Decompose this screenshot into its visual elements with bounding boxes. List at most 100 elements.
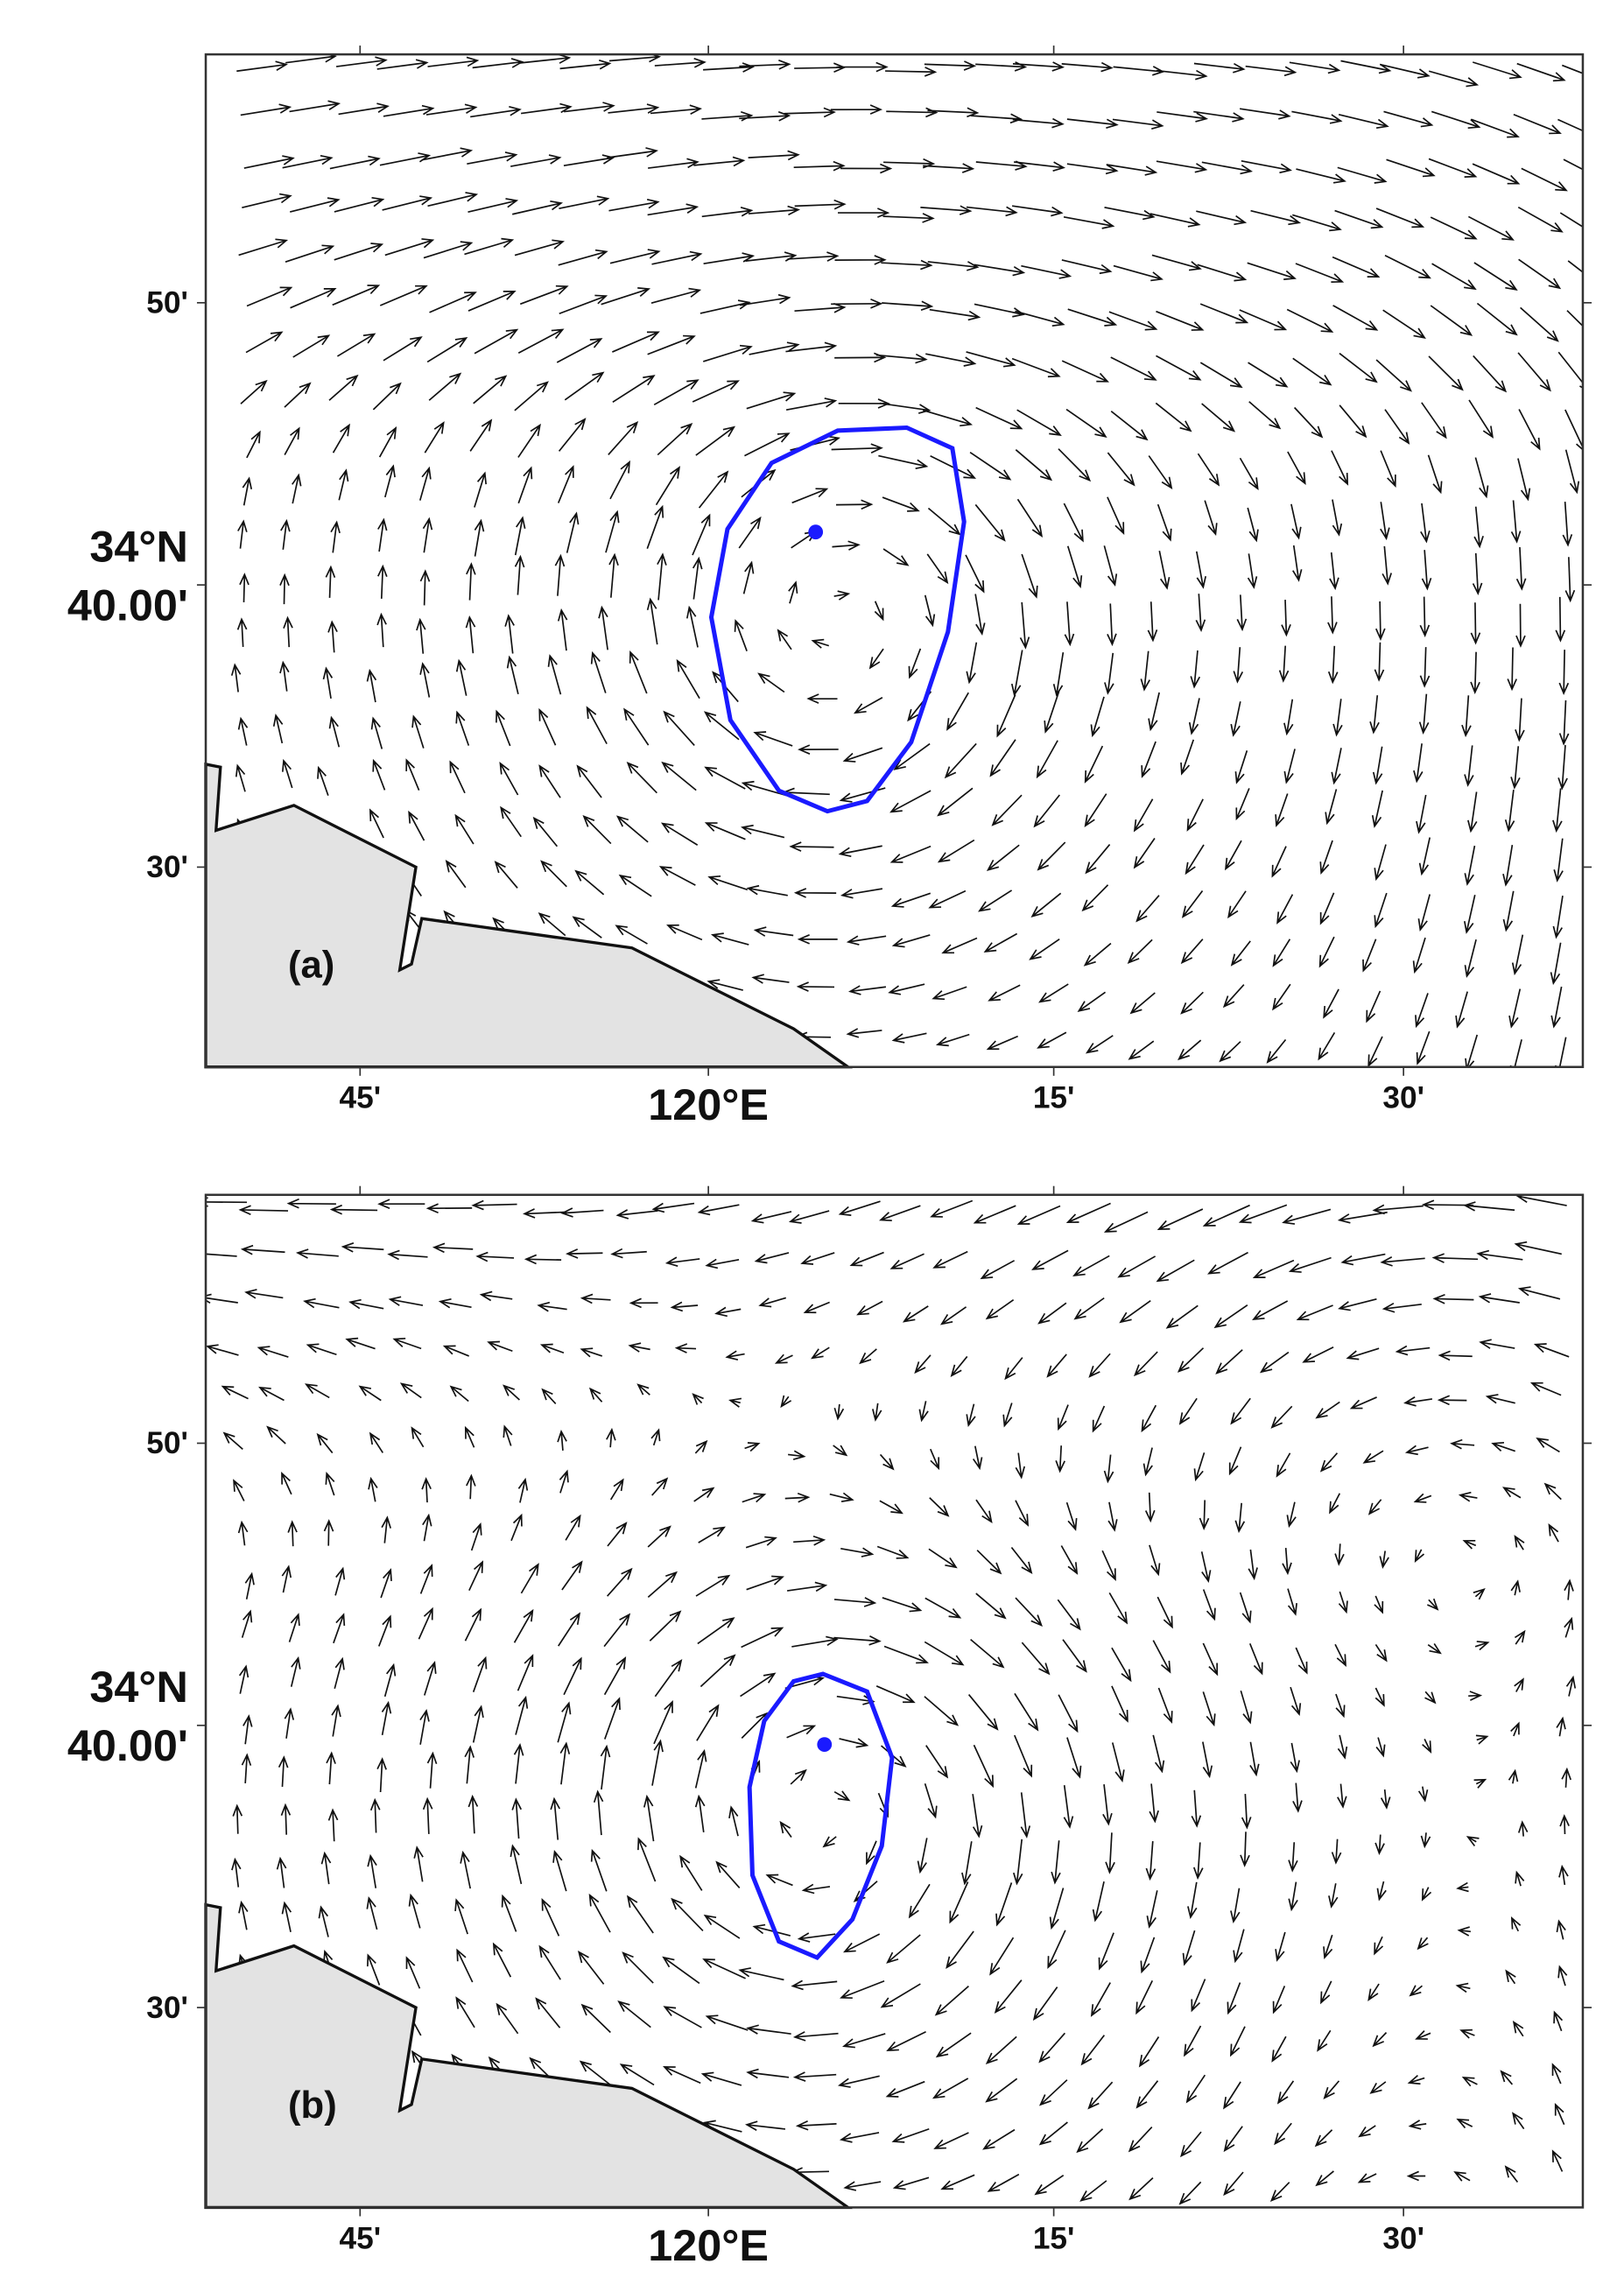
current-arrow bbox=[325, 1472, 335, 1496]
current-arrow bbox=[1180, 739, 1195, 776]
current-arrow bbox=[927, 261, 980, 271]
current-arrow bbox=[944, 742, 977, 779]
current-arrow bbox=[619, 2064, 655, 2086]
current-arrow bbox=[413, 1846, 424, 1882]
current-arrow bbox=[1138, 2036, 1160, 2068]
current-arrow bbox=[1428, 158, 1478, 178]
current-arrow bbox=[1012, 117, 1065, 129]
current-arrow bbox=[751, 974, 790, 984]
current-arrow bbox=[449, 1385, 469, 1403]
current-arrow bbox=[1438, 1350, 1473, 1361]
current-arrow bbox=[930, 454, 977, 479]
current-arrow bbox=[241, 1753, 252, 1783]
current-arrow bbox=[1252, 1259, 1295, 1278]
current-arrow bbox=[333, 1613, 346, 1644]
current-arrow bbox=[700, 2071, 742, 2086]
current-arrow bbox=[1149, 1783, 1159, 1824]
current-arrow bbox=[791, 488, 829, 504]
current-arrow bbox=[560, 1207, 604, 1218]
current-arrow bbox=[741, 780, 787, 797]
current-arrow bbox=[332, 285, 381, 306]
current-arrow bbox=[325, 565, 336, 598]
current-arrow bbox=[1146, 1890, 1158, 1929]
current-arrow bbox=[1029, 938, 1060, 960]
current-arrow bbox=[1077, 991, 1107, 1013]
current-arrow bbox=[1066, 118, 1119, 130]
current-arrow bbox=[284, 426, 300, 455]
current-arrow bbox=[788, 580, 798, 604]
current-arrow bbox=[1292, 1782, 1303, 1813]
current-arrow bbox=[494, 861, 518, 889]
current-arrow bbox=[643, 1794, 655, 1842]
current-arrow bbox=[513, 1743, 524, 1784]
current-arrow bbox=[1502, 890, 1515, 932]
current-arrow bbox=[1213, 1304, 1248, 1329]
current-arrow bbox=[1199, 303, 1249, 324]
current-arrow bbox=[1202, 1691, 1216, 1727]
current-arrow bbox=[1420, 1832, 1431, 1849]
current-arrow bbox=[1063, 1785, 1074, 1829]
current-arrow bbox=[950, 1355, 968, 1377]
current-arrow bbox=[787, 251, 840, 262]
current-arrow bbox=[1543, 1482, 1562, 1501]
current-arrow bbox=[946, 1930, 974, 1969]
current-arrow bbox=[1249, 1741, 1260, 1777]
current-arrow bbox=[1222, 984, 1245, 1009]
current-arrow bbox=[840, 888, 883, 899]
current-arrow bbox=[1505, 1969, 1516, 1985]
current-arrow bbox=[666, 924, 703, 941]
current-arrow bbox=[657, 423, 693, 456]
current-arrow bbox=[1331, 450, 1349, 486]
current-arrow bbox=[734, 619, 748, 651]
current-arrow bbox=[1374, 892, 1388, 929]
current-arrow bbox=[586, 706, 608, 744]
current-arrow bbox=[707, 875, 749, 891]
current-arrow bbox=[558, 249, 608, 266]
current-arrow bbox=[473, 375, 508, 404]
current-arrow bbox=[557, 465, 574, 503]
current-arrow bbox=[874, 601, 884, 622]
current-arrow bbox=[704, 766, 746, 790]
current-arrow bbox=[1315, 1401, 1340, 1419]
current-arrow bbox=[1062, 1639, 1087, 1673]
current-arrow bbox=[847, 985, 887, 995]
current-arrow bbox=[323, 1519, 334, 1546]
current-arrow bbox=[628, 1342, 650, 1353]
current-arrow bbox=[728, 1397, 742, 1408]
current-arrow bbox=[1227, 890, 1247, 919]
current-arrow bbox=[925, 1745, 949, 1779]
current-arrow bbox=[795, 2120, 837, 2131]
current-arrow bbox=[1201, 403, 1236, 432]
current-arrow bbox=[879, 402, 932, 414]
current-arrow bbox=[222, 1431, 243, 1450]
current-arrow bbox=[744, 1442, 761, 1452]
current-arrow bbox=[1334, 1643, 1346, 1668]
current-arrow bbox=[238, 1664, 250, 1694]
current-arrow bbox=[1015, 1597, 1043, 1628]
current-arrow bbox=[1046, 1353, 1067, 1378]
current-arrow bbox=[637, 1837, 657, 1882]
current-arrow bbox=[1191, 1979, 1206, 2013]
current-arrow bbox=[926, 553, 949, 585]
current-arrow bbox=[419, 569, 431, 606]
current-arrow bbox=[704, 822, 746, 840]
current-arrow bbox=[418, 1607, 433, 1640]
current-arrow bbox=[654, 58, 707, 68]
current-arrow bbox=[515, 1695, 529, 1735]
current-arrow bbox=[1185, 2074, 1206, 2104]
current-arrow bbox=[464, 1745, 475, 1784]
current-arrow bbox=[1083, 942, 1112, 967]
current-arrow bbox=[1379, 1550, 1389, 1569]
current-arrow bbox=[369, 1797, 381, 1833]
current-arrow bbox=[257, 1346, 289, 1358]
current-arrow bbox=[1375, 359, 1412, 392]
current-arrow bbox=[1349, 1396, 1377, 1410]
current-arrow bbox=[1500, 2070, 1514, 2085]
current-arrow bbox=[1157, 1687, 1173, 1724]
current-arrow bbox=[871, 1403, 882, 1422]
current-arrow bbox=[1061, 259, 1113, 275]
current-arrow bbox=[750, 1211, 792, 1224]
current-arrow bbox=[793, 1535, 826, 1546]
current-arrow bbox=[1084, 745, 1104, 784]
current-arrow bbox=[577, 1950, 605, 1985]
